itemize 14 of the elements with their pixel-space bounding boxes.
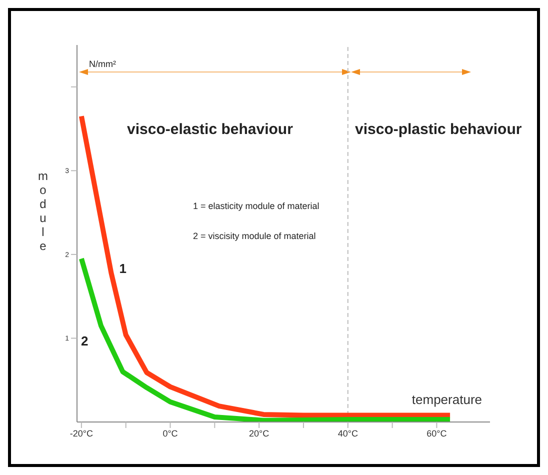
annotation: 2 = viscisity module of material xyxy=(193,231,316,241)
x-tick-label: 40°C xyxy=(338,428,358,438)
x-tick-label: -20°C xyxy=(70,428,94,438)
annotation: visco-plastic behaviour xyxy=(355,121,522,138)
x-tick-label: 20°C xyxy=(249,428,270,438)
annotation: 1 = elasticity module of material xyxy=(193,201,320,211)
annotation: N/mm² xyxy=(89,59,116,69)
x-axis-title: temperature xyxy=(412,392,482,407)
y-axis-title: module xyxy=(38,169,48,253)
x-tick-label: 60°C xyxy=(426,428,448,438)
series-label: 2 xyxy=(80,334,88,349)
annotation: visco-elastic behaviour xyxy=(127,121,293,138)
series-label: 1 xyxy=(119,260,126,276)
x-tick-label: 0°C xyxy=(162,428,178,438)
